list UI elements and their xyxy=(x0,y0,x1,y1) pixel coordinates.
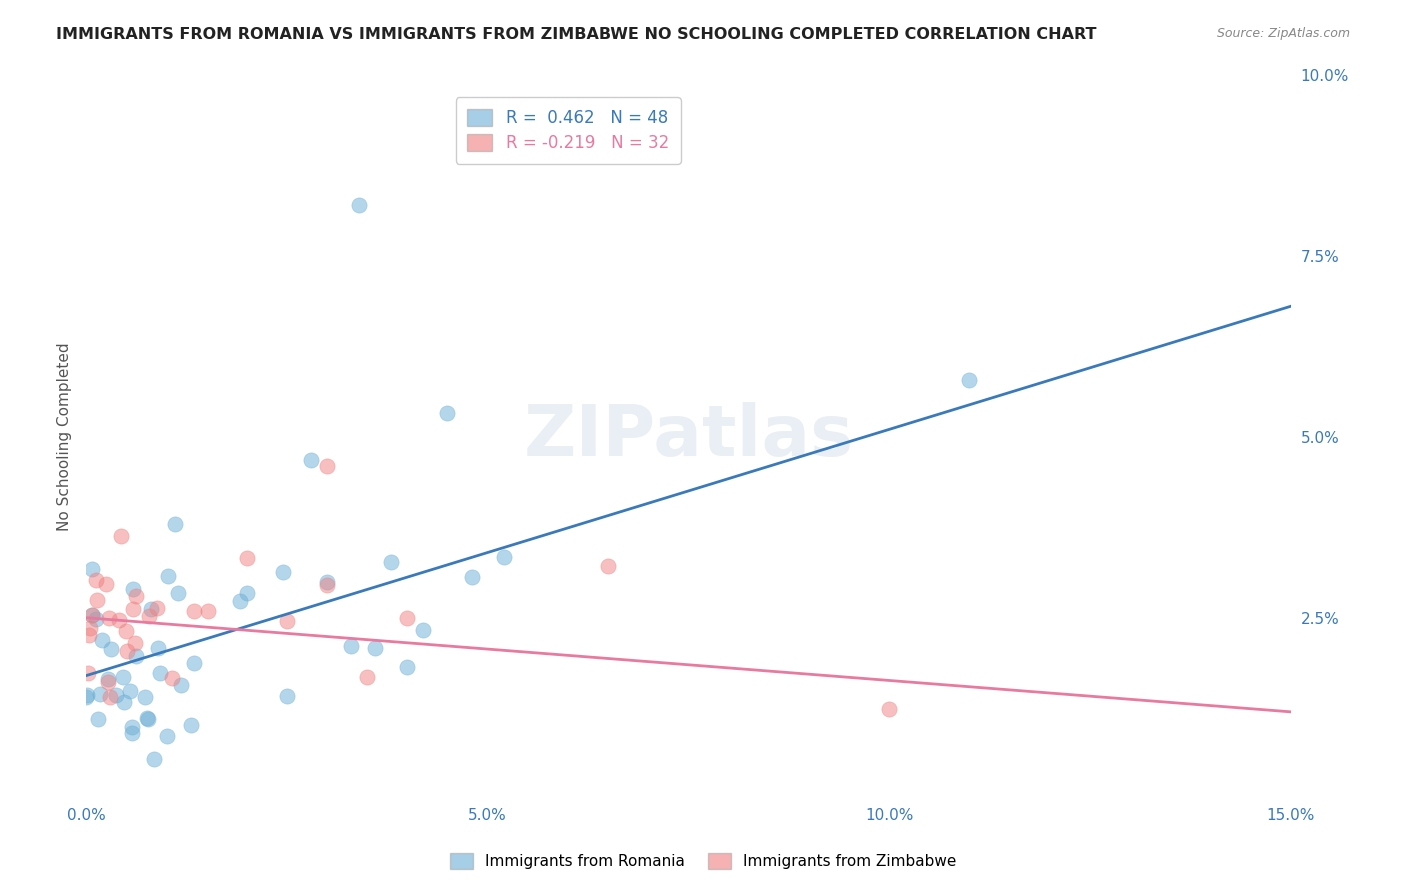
Point xyxy=(98,611,121,625)
Point xyxy=(80,607,103,622)
Point xyxy=(276,689,298,703)
Point xyxy=(136,712,159,726)
Point xyxy=(229,594,252,608)
Point xyxy=(170,678,193,692)
Point xyxy=(235,586,257,600)
Point xyxy=(163,517,186,532)
Point xyxy=(89,687,111,701)
Point xyxy=(124,589,146,603)
Point xyxy=(142,752,165,766)
Point xyxy=(596,558,619,573)
Point xyxy=(112,695,135,709)
Point xyxy=(436,406,458,420)
Point xyxy=(98,690,121,704)
Point xyxy=(412,623,434,637)
Legend: Immigrants from Romania, Immigrants from Zimbabwe: Immigrants from Romania, Immigrants from… xyxy=(444,847,962,875)
Point xyxy=(139,602,162,616)
Point xyxy=(87,712,110,726)
Point xyxy=(299,453,322,467)
Point xyxy=(94,576,117,591)
Point xyxy=(97,672,120,686)
Point xyxy=(91,633,114,648)
Point xyxy=(183,656,205,670)
Point xyxy=(167,586,190,600)
Text: ZIPatlas: ZIPatlas xyxy=(523,402,853,471)
Point xyxy=(115,624,138,638)
Point xyxy=(183,604,205,618)
Point xyxy=(121,725,143,739)
Point xyxy=(396,610,419,624)
Point xyxy=(121,720,143,734)
Point xyxy=(111,670,134,684)
Point xyxy=(125,648,148,663)
Point xyxy=(122,582,145,596)
Point xyxy=(156,730,179,744)
Point xyxy=(76,688,98,702)
Point xyxy=(124,636,146,650)
Point xyxy=(160,672,183,686)
Point xyxy=(347,198,370,212)
Point xyxy=(79,622,101,636)
Point xyxy=(959,373,981,387)
Point xyxy=(120,683,142,698)
Point xyxy=(107,613,129,627)
Point xyxy=(271,565,294,579)
Point xyxy=(877,701,900,715)
Point xyxy=(316,458,339,473)
Point xyxy=(105,688,128,702)
Point xyxy=(146,640,169,655)
Point xyxy=(82,562,104,576)
Point xyxy=(180,718,202,732)
Point xyxy=(100,642,122,657)
Point xyxy=(157,569,180,583)
Point xyxy=(364,641,387,656)
Point xyxy=(121,602,143,616)
Point xyxy=(356,670,378,684)
Point xyxy=(75,690,97,704)
Point xyxy=(117,644,139,658)
Text: IMMIGRANTS FROM ROMANIA VS IMMIGRANTS FROM ZIMBABWE NO SCHOOLING COMPLETED CORRE: IMMIGRANTS FROM ROMANIA VS IMMIGRANTS FR… xyxy=(56,27,1097,42)
Point xyxy=(316,574,339,589)
Point xyxy=(134,690,156,705)
Y-axis label: No Schooling Completed: No Schooling Completed xyxy=(58,343,72,531)
Point xyxy=(380,555,402,569)
Point xyxy=(110,528,132,542)
Point xyxy=(149,665,172,680)
Point xyxy=(492,549,515,564)
Point xyxy=(82,608,104,623)
Point xyxy=(138,609,160,624)
Point xyxy=(146,600,169,615)
Point xyxy=(396,660,419,674)
Point xyxy=(77,666,100,681)
Text: Source: ZipAtlas.com: Source: ZipAtlas.com xyxy=(1216,27,1350,40)
Legend: R =  0.462   N = 48, R = -0.219   N = 32: R = 0.462 N = 48, R = -0.219 N = 32 xyxy=(456,97,681,163)
Point xyxy=(460,570,482,584)
Point xyxy=(77,628,100,642)
Point xyxy=(84,612,107,626)
Point xyxy=(316,578,339,592)
Point xyxy=(97,675,120,690)
Point xyxy=(197,604,219,618)
Point xyxy=(86,593,108,607)
Point xyxy=(136,711,159,725)
Point xyxy=(235,551,257,566)
Point xyxy=(276,614,298,628)
Point xyxy=(340,639,363,653)
Point xyxy=(84,573,107,587)
